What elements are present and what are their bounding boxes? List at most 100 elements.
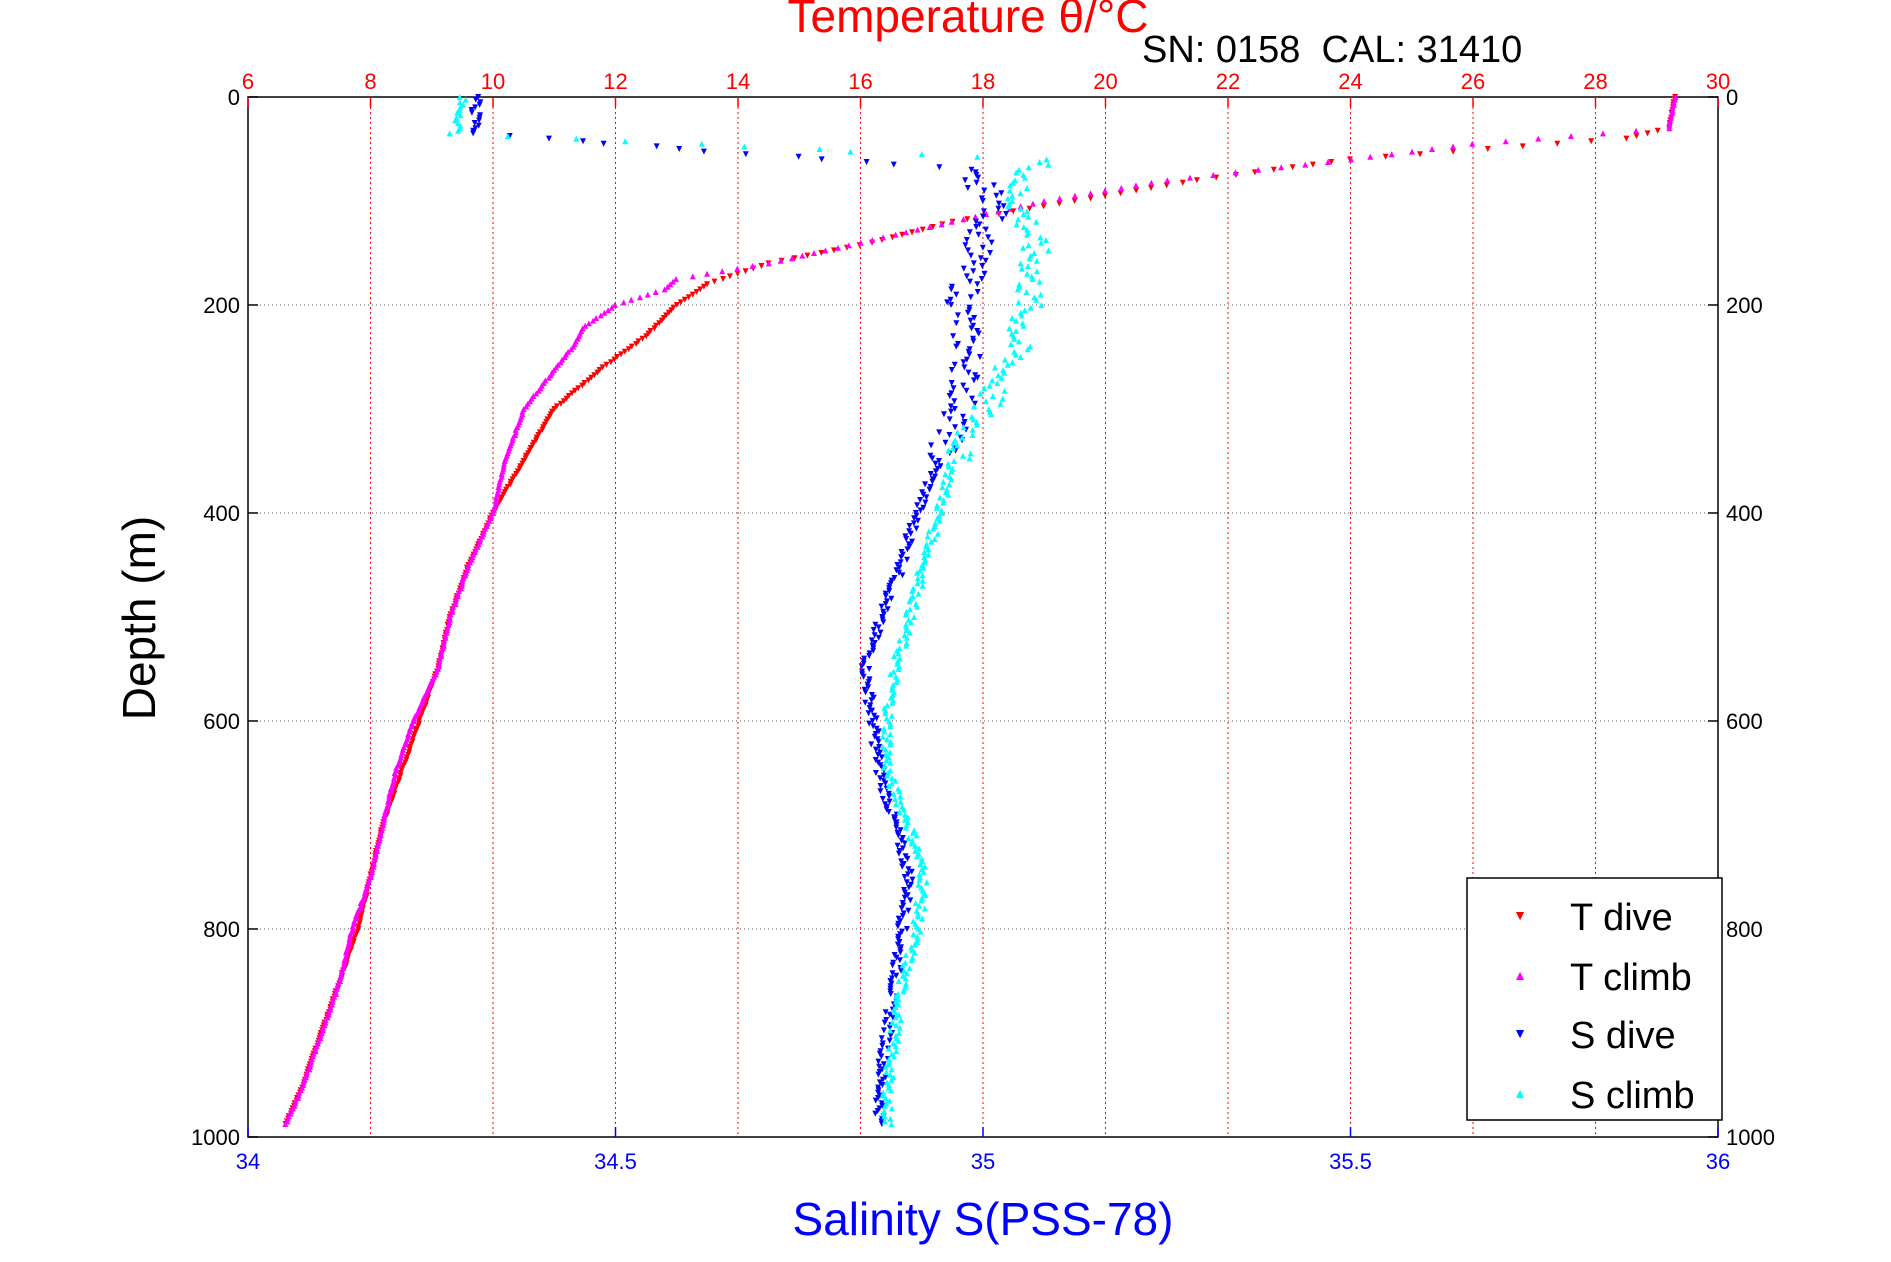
data-point — [1008, 341, 1015, 347]
data-point — [981, 187, 988, 194]
data-point — [605, 307, 612, 314]
data-point — [681, 296, 688, 303]
data-point — [1006, 187, 1013, 194]
data-point — [608, 304, 615, 311]
data-point — [1567, 133, 1574, 139]
data-point — [898, 1017, 905, 1023]
legend-item-s-climb: ▲ S climb — [1513, 1075, 1695, 1117]
data-point — [1450, 148, 1457, 155]
data-point — [948, 468, 955, 475]
data-point — [911, 941, 918, 948]
data-point — [1554, 140, 1561, 147]
data-point — [897, 827, 904, 834]
data-point — [375, 840, 382, 847]
data-point — [444, 624, 451, 631]
data-point — [968, 325, 975, 332]
data-point — [1041, 198, 1048, 204]
data-point — [888, 1066, 895, 1073]
data-point — [914, 913, 921, 919]
data-point — [960, 424, 967, 431]
data-point — [870, 723, 877, 730]
data-point — [932, 460, 939, 467]
data-point — [901, 816, 908, 823]
data-point — [896, 1030, 903, 1036]
data-point — [994, 380, 1001, 386]
data-point — [903, 642, 910, 649]
data-point — [496, 478, 503, 485]
data-point — [899, 231, 906, 238]
data-point — [895, 850, 902, 857]
data-point — [909, 229, 916, 236]
data-point — [960, 413, 967, 420]
data-point — [991, 364, 998, 371]
data-point — [913, 853, 920, 860]
data-point — [894, 923, 901, 930]
data-point — [457, 112, 464, 119]
data-point — [1535, 135, 1542, 142]
data-point — [472, 104, 479, 111]
data-point — [399, 746, 406, 753]
data-point — [361, 889, 368, 896]
data-point — [1450, 143, 1457, 150]
data-point — [985, 234, 992, 241]
data-point — [882, 746, 889, 753]
data-point — [916, 902, 923, 909]
data-point — [618, 351, 625, 358]
data-point — [967, 317, 974, 324]
data-point — [887, 1071, 894, 1078]
data-point — [895, 1011, 902, 1018]
data-point — [734, 265, 741, 272]
data-point — [926, 486, 933, 493]
data-point — [909, 588, 916, 594]
data-point — [453, 595, 460, 602]
legend-marker-t-dive: ▼ — [1513, 907, 1527, 923]
data-point — [711, 278, 718, 285]
data-point — [910, 931, 917, 938]
data-point — [974, 421, 981, 428]
data-point — [937, 494, 944, 501]
data-point — [860, 673, 867, 680]
data-point — [975, 231, 982, 238]
data-point — [1009, 198, 1016, 204]
data-point — [1012, 351, 1019, 358]
data-point — [891, 575, 898, 581]
data-point — [884, 702, 891, 709]
temperature-tick-label: 16 — [848, 69, 872, 94]
data-point — [1102, 187, 1109, 194]
data-point — [918, 151, 925, 158]
data-point — [341, 959, 348, 966]
data-point — [459, 580, 466, 587]
data-point — [501, 460, 508, 467]
data-point — [472, 96, 479, 103]
data-point — [917, 507, 924, 514]
data-point — [1056, 195, 1063, 202]
data-point — [1670, 99, 1677, 106]
data-point — [879, 1092, 886, 1099]
data-point — [875, 728, 882, 735]
data-point — [303, 1069, 310, 1075]
data-point — [966, 351, 973, 358]
data-point — [777, 257, 784, 264]
data-point — [1417, 151, 1424, 158]
data-point — [1031, 250, 1038, 256]
data-point — [1021, 307, 1028, 314]
data-point — [897, 793, 904, 800]
data-point — [961, 364, 968, 371]
data-point — [880, 764, 887, 771]
data-point — [960, 359, 967, 366]
data-point — [906, 523, 913, 529]
data-point — [965, 369, 972, 376]
data-point — [1036, 278, 1043, 285]
data-point — [917, 861, 924, 867]
data-point — [380, 819, 387, 826]
data-point — [1011, 335, 1018, 342]
data-point — [979, 263, 986, 269]
data-point — [962, 242, 969, 249]
data-point — [972, 213, 979, 220]
data-point — [988, 239, 995, 246]
data-point — [893, 1048, 900, 1055]
temperature-tick-label: 14 — [726, 69, 750, 94]
data-point — [949, 445, 956, 451]
data-point — [877, 629, 884, 636]
data-point — [967, 450, 974, 457]
